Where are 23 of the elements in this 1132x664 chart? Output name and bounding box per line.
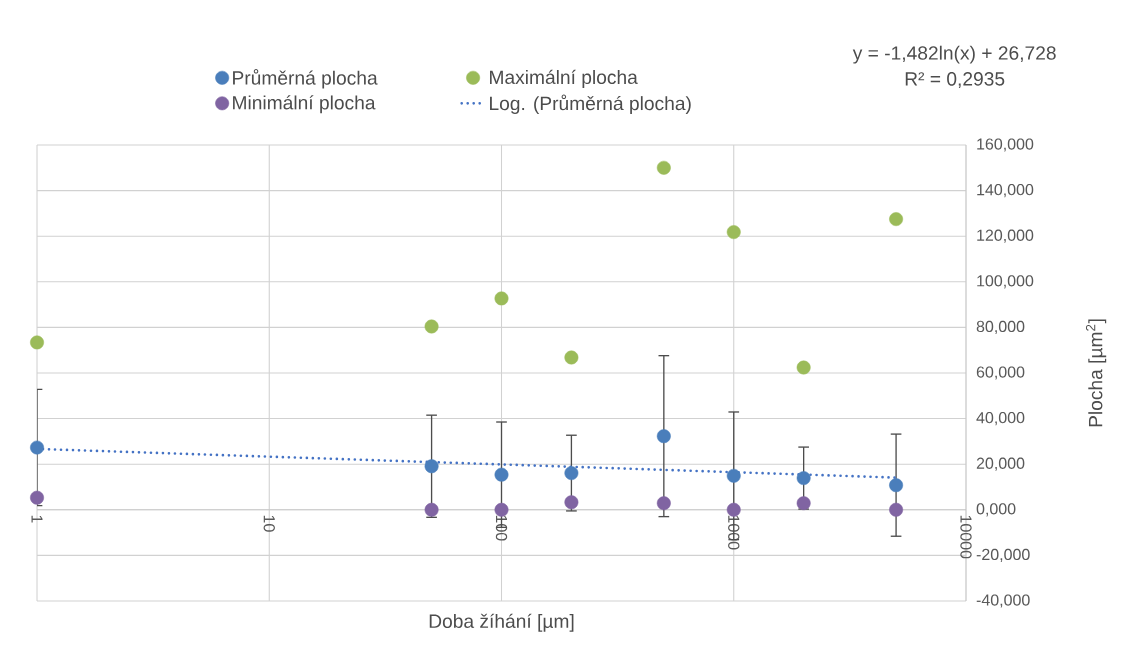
- y-tick-label: -20,000: [976, 548, 1030, 562]
- x-tick-label: 10000: [960, 515, 972, 559]
- y-tick-label: 80,000: [976, 320, 1025, 334]
- y-tick-label: 20,000: [976, 457, 1025, 471]
- y-tick-label: 160,000: [977, 138, 1034, 152]
- legend-label: Průměrná plocha: [233, 69, 378, 89]
- y-axis-title: Plocha [µm$^{2}$]: [1085, 319, 1107, 427]
- legend-label: Maximální plocha: [490, 69, 638, 88]
- y-tick-label: 40,000: [976, 411, 1025, 426]
- x-tick-label: 1: [31, 515, 43, 523]
- y-tick-label: 60,000: [976, 366, 1025, 380]
- text: y = -1,482ln(x) + 26,728: [852, 45, 1056, 64]
- y-tick-label: 120,000: [977, 229, 1034, 243]
- y-tick-label: -40,000: [976, 594, 1030, 608]
- y-tick-label: 0,000: [976, 503, 1016, 517]
- y-tick-label: 100,000: [977, 275, 1034, 289]
- legend-label: Minimální plocha: [233, 95, 376, 114]
- y-tick-label: 140,000: [977, 183, 1034, 198]
- x-tick-label: 10: [263, 515, 275, 532]
- x-axis-title: Doba žíhání [µm]: [429, 613, 574, 632]
- x-tick-label: 100: [495, 515, 508, 541]
- legend-label: Log. (Průměrná plocha): [490, 94, 691, 115]
- text: R² = 0,2935: [905, 72, 1005, 88]
